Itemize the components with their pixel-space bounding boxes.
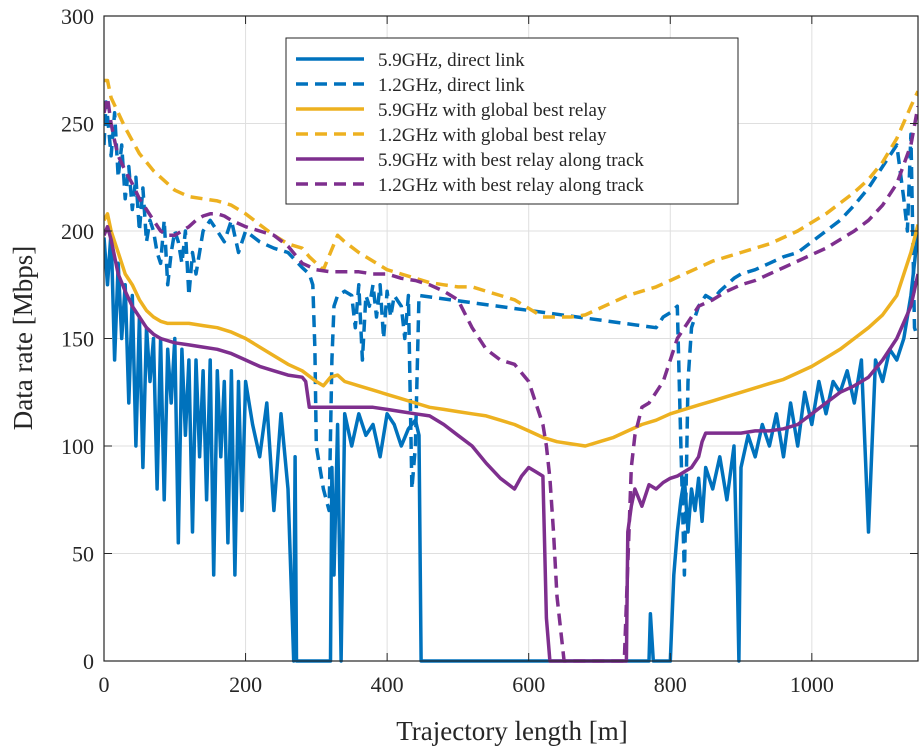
x-tick-label: 800	[654, 672, 687, 697]
y-tick-label: 0	[83, 649, 94, 674]
legend-box	[285, 37, 739, 205]
legend-label-6: 1.2GHz with best relay along track	[378, 175, 644, 196]
legend-label-5: 5.9GHz with best relay along track	[378, 150, 644, 171]
legend: 5.9GHz, direct link 1.2GHz, direct link 5.…	[285, 37, 739, 205]
legend-label-2: 1.2GHz, direct link	[378, 75, 525, 96]
y-tick-label: 100	[61, 434, 94, 459]
legend-label-4: 1.2GHz with global best relay	[378, 125, 607, 146]
series-layer	[104, 78, 918, 663]
x-tick-label: 0	[99, 672, 110, 697]
series-line-6	[104, 95, 918, 663]
series-line-4	[104, 78, 918, 319]
y-tick-label: 50	[72, 542, 94, 567]
y-tick-label: 250	[61, 112, 94, 137]
y-axis-label: Data rate [Mbps]	[8, 246, 38, 430]
x-tick-label: 1000	[790, 672, 834, 697]
y-tick-label: 300	[61, 4, 94, 29]
series-line-3	[104, 212, 918, 448]
series-line-1	[104, 229, 918, 663]
x-tick-label: 200	[229, 672, 262, 697]
y-tick-label: 150	[61, 327, 94, 352]
axes: 0 200 400 600 800 1000 0 50 100 150 200 250 300	[61, 4, 919, 697]
x-axis-label: Trajectory length [m]	[396, 716, 627, 746]
axes-frame	[103, 15, 919, 662]
y-tick-label: 200	[61, 219, 94, 244]
legend-label-3: 5.9GHz with global best relay	[378, 100, 607, 121]
x-tick-label: 600	[512, 672, 545, 697]
series-line-5	[104, 224, 918, 663]
series-line-2	[104, 100, 918, 577]
legend-label-1: 5.9GHz, direct link	[378, 50, 525, 71]
x-tick-label: 400	[371, 672, 404, 697]
